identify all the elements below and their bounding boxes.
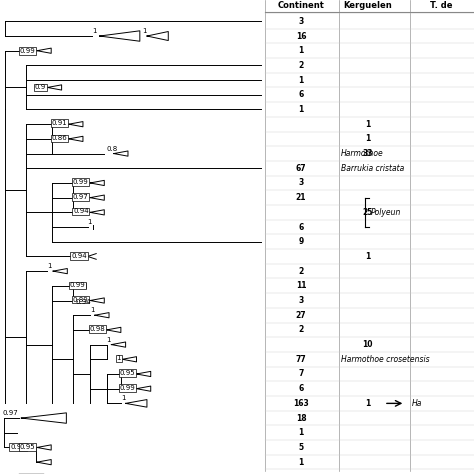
Text: 16: 16 — [296, 32, 306, 40]
Text: 1: 1 — [92, 28, 97, 34]
Text: 1: 1 — [298, 458, 304, 466]
Text: Barrukia cristata: Barrukia cristata — [341, 164, 404, 173]
Text: 1: 1 — [298, 428, 304, 437]
Text: 0.86: 0.86 — [52, 136, 67, 141]
Text: 1: 1 — [88, 219, 92, 225]
Text: Ha: Ha — [411, 399, 422, 408]
Text: 21: 21 — [296, 193, 306, 202]
Text: T. de: T. de — [429, 1, 452, 10]
Text: 2: 2 — [298, 267, 304, 275]
Text: 1: 1 — [142, 28, 146, 34]
Text: 10: 10 — [362, 340, 373, 349]
Text: 1: 1 — [117, 356, 121, 361]
Text: Harmothoe crosetensis: Harmothoe crosetensis — [341, 355, 430, 364]
Text: 0.97: 0.97 — [2, 410, 18, 416]
Text: 1: 1 — [298, 105, 304, 114]
Text: 5: 5 — [299, 443, 303, 452]
Text: 6: 6 — [298, 223, 304, 231]
Text: 9: 9 — [298, 237, 304, 246]
Text: 3: 3 — [298, 179, 304, 187]
Text: Kerguelen: Kerguelen — [343, 1, 392, 10]
Text: 6: 6 — [298, 91, 304, 99]
Text: 0.9: 0.9 — [35, 84, 46, 91]
Text: 1: 1 — [365, 399, 370, 408]
Text: 0.91: 0.91 — [52, 120, 67, 126]
Text: 11: 11 — [296, 282, 306, 290]
Text: 163: 163 — [293, 399, 309, 408]
Text: 0.94: 0.94 — [76, 299, 91, 305]
Text: 1: 1 — [90, 307, 94, 313]
Text: 1: 1 — [298, 76, 304, 84]
Text: 77: 77 — [296, 355, 306, 364]
Text: 0.99: 0.99 — [20, 48, 36, 54]
Text: 6: 6 — [298, 384, 304, 393]
Text: 0.95: 0.95 — [20, 444, 36, 450]
Text: 0.96: 0.96 — [10, 444, 26, 450]
Text: 1: 1 — [365, 252, 370, 261]
Text: 0.97: 0.97 — [73, 194, 89, 200]
Text: 1: 1 — [298, 46, 304, 55]
Text: 1: 1 — [365, 135, 370, 143]
Text: 1: 1 — [47, 263, 52, 269]
Text: 33: 33 — [362, 149, 373, 158]
Text: Harmothoe: Harmothoe — [341, 149, 384, 158]
Text: 2: 2 — [298, 61, 304, 70]
Text: 0.94: 0.94 — [73, 209, 89, 214]
Text: 1: 1 — [107, 337, 111, 343]
Text: 0.94: 0.94 — [71, 253, 87, 259]
Text: 0.99: 0.99 — [119, 385, 135, 391]
Text: 2: 2 — [298, 326, 304, 334]
Text: 7: 7 — [298, 370, 304, 378]
Text: 18: 18 — [296, 414, 306, 422]
Text: Polyeun: Polyeun — [371, 208, 401, 217]
Text: 3: 3 — [298, 17, 304, 26]
Text: 0.99: 0.99 — [70, 283, 85, 288]
Text: 0.89: 0.89 — [73, 297, 89, 302]
Text: 67: 67 — [296, 164, 306, 173]
Text: 27: 27 — [296, 311, 306, 319]
Text: Continent: Continent — [278, 1, 324, 10]
Text: 0.95: 0.95 — [119, 370, 135, 376]
Text: 1: 1 — [121, 395, 125, 401]
Text: 0.98: 0.98 — [90, 326, 105, 332]
Text: 25: 25 — [362, 208, 373, 217]
Text: 1: 1 — [365, 120, 370, 128]
Text: 3: 3 — [298, 296, 304, 305]
Text: 0.99: 0.99 — [73, 179, 89, 185]
Text: 0.8: 0.8 — [107, 146, 118, 152]
